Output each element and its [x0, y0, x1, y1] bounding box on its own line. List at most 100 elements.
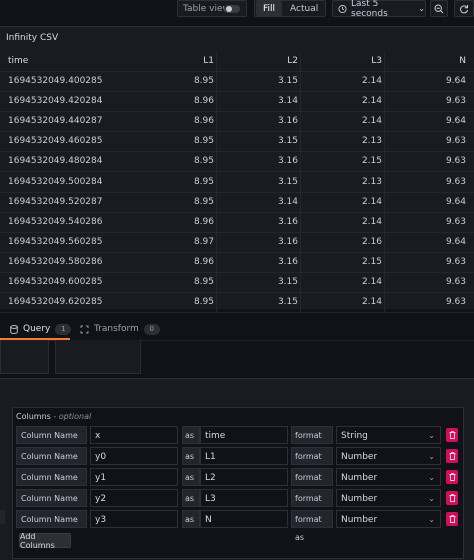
- table-cell: 8.95: [193, 176, 214, 187]
- table-row: 1694532049.500284 8.95 3.15 2.13 9.63: [0, 171, 474, 193]
- delete-column-button[interactable]: [446, 512, 458, 526]
- table-cell: 3.14: [277, 196, 298, 207]
- column-header[interactable]: N: [459, 56, 466, 66]
- column-header[interactable]: L1: [203, 56, 214, 66]
- column-alias-input[interactable]: time: [200, 426, 288, 444]
- column-selector-input[interactable]: y3: [90, 510, 178, 528]
- format-select[interactable]: Number ⌄: [336, 468, 441, 486]
- table-row: 1694532049.480284 8.95 3.16 2.15 9.63: [0, 151, 474, 173]
- as-label: as: [182, 447, 200, 465]
- format-select[interactable]: Number ⌄: [336, 447, 441, 465]
- delete-column-button[interactable]: [446, 449, 458, 463]
- table-cell: 1694532049.560285: [8, 236, 103, 247]
- delete-column-button[interactable]: [446, 470, 458, 484]
- zoom-out-button[interactable]: [430, 0, 448, 17]
- table-cell: 8.96: [193, 256, 214, 267]
- table-cell: 9.63: [445, 256, 466, 267]
- table-row: 1694532049.600285 8.95 3.15 2.14 9.63: [0, 272, 474, 293]
- delete-column-button[interactable]: [446, 491, 458, 505]
- panel: Infinity CSV time L1 L2 L3 N 1694532049.40028…: [0, 26, 474, 332]
- format-select[interactable]: Number ⌄: [336, 489, 441, 507]
- table-view-switch[interactable]: [224, 5, 240, 13]
- time-range-label: Last 5 seconds: [351, 0, 388, 19]
- column-divider: [384, 91, 385, 112]
- format-as-label: format as: [291, 510, 333, 542]
- column-divider: [300, 91, 301, 112]
- format-as-label: format as: [291, 447, 333, 479]
- delete-column-button[interactable]: [446, 428, 458, 442]
- table-cell: 8.95: [193, 136, 214, 147]
- table-cell: 2.13: [361, 176, 382, 187]
- column-divider: [216, 51, 217, 71]
- table-cell: 8.95: [193, 297, 214, 308]
- add-columns-button[interactable]: Add Columns: [19, 532, 71, 550]
- time-range-picker[interactable]: Last 5 seconds ⌄: [332, 0, 426, 19]
- format-as-label: format as: [291, 489, 333, 521]
- tab-transform[interactable]: Transform 0: [80, 320, 160, 338]
- table-row: 1694532049.560285 8.97 3.16 2.16 9.64: [0, 231, 474, 253]
- table-cell: 3.16: [277, 256, 298, 267]
- column-divider: [384, 171, 385, 192]
- table-cell: 8.95: [193, 156, 214, 167]
- table-cell: 1694532049.600285: [8, 277, 103, 287]
- column-selector-input[interactable]: y0: [90, 447, 178, 465]
- options-box: [55, 340, 141, 374]
- table-cell: 9.64: [445, 76, 466, 86]
- format-select[interactable]: Number ⌄: [336, 510, 441, 528]
- editor-tabs: Query 1 Transform 0: [0, 316, 474, 341]
- table-cell: 9.63: [445, 297, 466, 308]
- format-select-value: Number: [341, 452, 378, 462]
- columns-optional-label: - optional: [53, 412, 92, 421]
- table-header-row: time L1 L2 L3 N: [0, 51, 474, 72]
- table-cell: 9.63: [445, 277, 466, 287]
- column-divider: [216, 191, 217, 212]
- column-divider: [300, 71, 301, 91]
- format-select-value: Number: [341, 515, 378, 525]
- actual-option[interactable]: Actual: [290, 3, 319, 14]
- clock-icon: [338, 4, 347, 13]
- as-label: as: [182, 468, 200, 486]
- table-view-toggle[interactable]: Table view: [177, 0, 247, 17]
- table-cell: 1694532049.460285: [8, 136, 103, 147]
- column-name-label: Column Name: [16, 489, 87, 507]
- column-alias-input[interactable]: L2: [200, 468, 288, 486]
- table-cell: 2.14: [361, 76, 382, 86]
- column-header[interactable]: time: [8, 56, 29, 66]
- column-header[interactable]: L3: [371, 56, 382, 66]
- table-cell: 3.16: [277, 216, 298, 227]
- column-divider: [384, 111, 385, 132]
- fill-option[interactable]: Fill: [256, 1, 283, 16]
- table-cell: 9.64: [445, 196, 466, 207]
- side-handle: [0, 510, 5, 524]
- table-row: 1694532049.460285 8.95 3.15 2.13 9.63: [0, 131, 474, 153]
- column-selector-input[interactable]: x: [90, 426, 178, 444]
- column-divider: [300, 171, 301, 192]
- column-selector-input[interactable]: y2: [90, 489, 178, 507]
- table-cell: 3.16: [277, 116, 298, 127]
- column-divider: [384, 191, 385, 212]
- column-alias-input[interactable]: N: [200, 510, 288, 528]
- trash-icon: [449, 452, 455, 460]
- column-alias-input[interactable]: L3: [200, 489, 288, 507]
- column-divider: [384, 231, 385, 252]
- table-row: 1694532049.440287 8.96 3.16 2.14 9.64: [0, 111, 474, 133]
- datasource-box: [0, 340, 49, 374]
- transform-count-badge: 0: [143, 323, 160, 335]
- columns-title: Columns - optional: [16, 412, 91, 421]
- format-select-value: Number: [341, 494, 378, 504]
- column-divider: [216, 292, 217, 313]
- column-selector-input[interactable]: y1: [90, 468, 178, 486]
- tab-query[interactable]: Query 1: [10, 320, 72, 338]
- refresh-button[interactable]: [454, 0, 474, 17]
- column-divider: [300, 231, 301, 252]
- column-divider: [300, 191, 301, 212]
- column-header[interactable]: L2: [287, 56, 298, 66]
- column-divider: [216, 131, 217, 152]
- table-cell: 1694532049.420284: [8, 96, 103, 107]
- column-alias-input[interactable]: L1: [200, 447, 288, 465]
- format-select[interactable]: String ⌄: [336, 426, 441, 444]
- table-cell: 9.63: [445, 136, 466, 147]
- table-cell: 1694532049.540286: [8, 216, 103, 227]
